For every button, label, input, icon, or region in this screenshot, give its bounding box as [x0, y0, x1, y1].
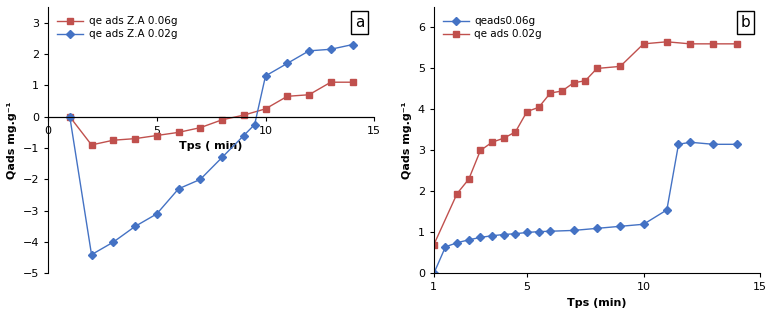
qe ads 0.02g — [592, 66, 601, 70]
qe ads 0.02g — [464, 177, 474, 181]
qe ads 0.02g — [557, 89, 567, 93]
qeads0.06g — [429, 272, 438, 275]
qe ads 0.02g — [511, 130, 520, 134]
X-axis label: Tps (min): Tps (min) — [567, 298, 627, 308]
qeads0.06g — [441, 245, 450, 249]
Y-axis label: Qads mg.g⁻¹: Qads mg.g⁻¹ — [402, 101, 412, 179]
qe ads Z.A 0.06g — [65, 115, 74, 118]
qe ads 0.02g — [499, 136, 509, 140]
qe ads 0.02g — [709, 42, 718, 46]
qeads0.06g — [592, 226, 601, 230]
qe ads 0.02g — [453, 192, 462, 195]
qe ads Z.A 0.06g — [152, 134, 162, 137]
qeads0.06g — [453, 241, 462, 245]
qe ads 0.02g — [580, 79, 590, 83]
Line: qe ads 0.02g: qe ads 0.02g — [431, 39, 739, 248]
qeads0.06g — [488, 234, 497, 238]
qe ads Z.A 0.02g — [348, 43, 357, 46]
qe ads Z.A 0.02g — [65, 115, 74, 118]
qe ads 0.02g — [488, 140, 497, 144]
qe ads Z.A 0.06g — [217, 118, 227, 122]
qe ads Z.A 0.02g — [130, 225, 139, 228]
qeads0.06g — [534, 230, 543, 233]
qeads0.06g — [709, 142, 718, 146]
qe ads Z.A 0.02g — [108, 240, 118, 244]
qe ads 0.02g — [522, 110, 532, 113]
qe ads Z.A 0.06g — [87, 143, 96, 147]
qe ads 0.02g — [663, 40, 672, 44]
qe ads Z.A 0.02g — [87, 253, 96, 256]
Y-axis label: Qads mg.g⁻¹: Qads mg.g⁻¹ — [7, 101, 17, 179]
qe ads 0.02g — [686, 42, 695, 46]
Legend: qe ads Z.A 0.06g, qe ads Z.A 0.02g: qe ads Z.A 0.06g, qe ads Z.A 0.02g — [53, 12, 181, 43]
qeads0.06g — [476, 236, 485, 239]
qe ads Z.A 0.06g — [130, 137, 139, 140]
Legend: qeads0.06g, qe ads 0.02g: qeads0.06g, qe ads 0.02g — [439, 12, 546, 43]
qe ads Z.A 0.06g — [283, 94, 292, 98]
qeads0.06g — [464, 238, 474, 242]
qe ads Z.A 0.06g — [304, 93, 313, 97]
qeads0.06g — [569, 228, 578, 232]
qeads0.06g — [639, 222, 648, 226]
qeads0.06g — [615, 224, 625, 228]
Text: b: b — [741, 15, 750, 30]
qe ads 0.02g — [476, 149, 485, 152]
qe ads Z.A 0.02g — [152, 212, 162, 216]
Line: qe ads Z.A 0.06g: qe ads Z.A 0.06g — [67, 79, 355, 148]
qe ads 0.02g — [639, 42, 648, 46]
qeads0.06g — [732, 142, 741, 146]
Line: qeads0.06g: qeads0.06g — [431, 140, 739, 276]
qe ads 0.02g — [429, 243, 438, 247]
qe ads 0.02g — [546, 91, 555, 95]
qe ads Z.A 0.06g — [108, 138, 118, 142]
qeads0.06g — [663, 208, 672, 212]
qeads0.06g — [511, 232, 520, 236]
qe ads Z.A 0.06g — [261, 107, 270, 111]
qeads0.06g — [499, 233, 509, 237]
qeads0.06g — [686, 140, 695, 144]
qe ads Z.A 0.02g — [261, 74, 270, 78]
qe ads Z.A 0.06g — [196, 126, 205, 129]
qe ads Z.A 0.02g — [217, 156, 227, 159]
qe ads Z.A 0.02g — [239, 134, 248, 137]
qe ads 0.02g — [534, 106, 543, 109]
X-axis label: Tps ( min): Tps ( min) — [180, 141, 243, 151]
qe ads Z.A 0.06g — [174, 130, 183, 134]
qeads0.06g — [546, 229, 555, 233]
qe ads Z.A 0.02g — [283, 61, 292, 65]
qe ads Z.A 0.02g — [196, 178, 205, 181]
qe ads Z.A 0.02g — [250, 123, 259, 126]
qe ads 0.02g — [569, 81, 578, 85]
qe ads Z.A 0.06g — [326, 80, 335, 84]
qe ads Z.A 0.06g — [239, 113, 248, 117]
qe ads Z.A 0.02g — [174, 187, 183, 191]
qe ads Z.A 0.02g — [304, 49, 313, 53]
qe ads 0.02g — [732, 42, 741, 46]
qe ads Z.A 0.06g — [348, 80, 357, 84]
qeads0.06g — [674, 142, 683, 146]
qe ads Z.A 0.02g — [326, 47, 335, 51]
qe ads 0.02g — [615, 65, 625, 68]
Text: a: a — [355, 15, 365, 30]
qeads0.06g — [522, 231, 532, 234]
Line: qe ads Z.A 0.02g: qe ads Z.A 0.02g — [67, 42, 355, 257]
